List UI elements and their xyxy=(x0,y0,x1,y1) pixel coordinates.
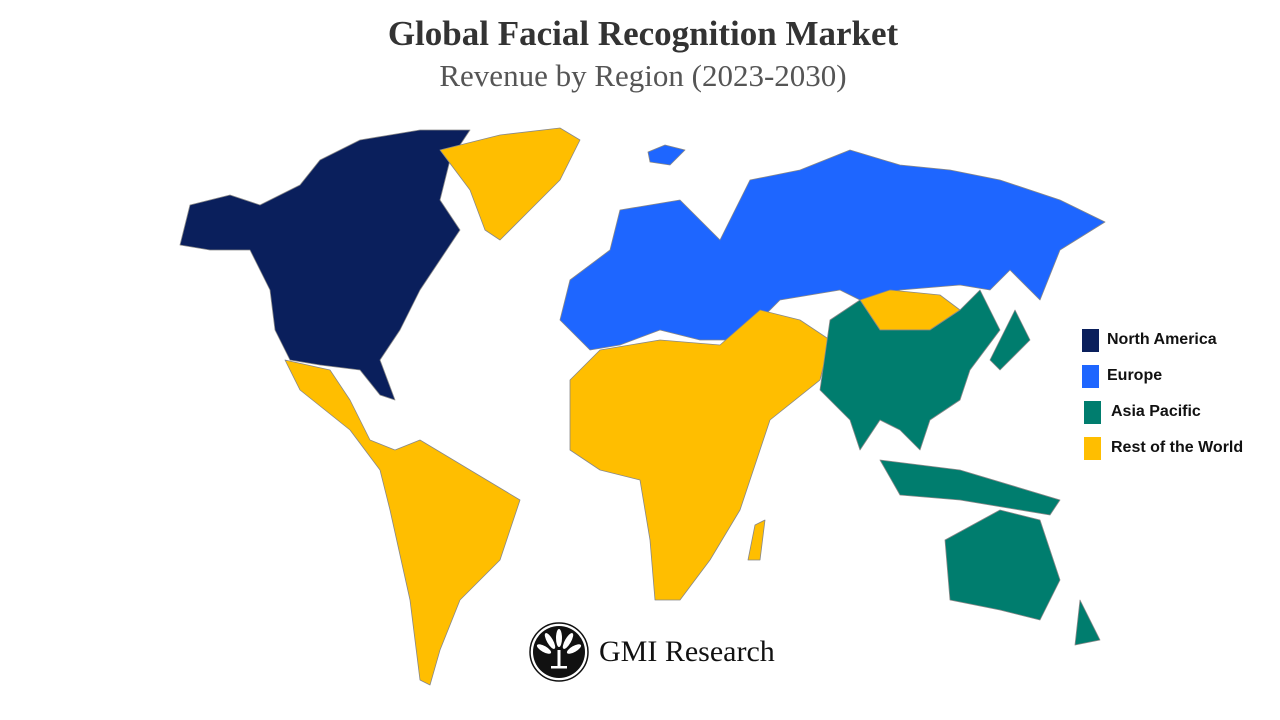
region-latin-america xyxy=(284,359,521,686)
fan-tree-emblem-icon xyxy=(529,622,589,682)
legend-swatch xyxy=(1084,436,1101,460)
legend-label: Rest of the World xyxy=(1111,439,1244,456)
legend-label: Asia Pacific xyxy=(1111,403,1201,420)
region-australia xyxy=(944,509,1061,621)
legend-swatch xyxy=(1082,364,1099,388)
region-madagascar xyxy=(747,519,766,561)
region-japan xyxy=(989,309,1031,371)
region-southeast-asia xyxy=(879,459,1061,516)
legend-item-rest-of-world: Rest of the World xyxy=(1082,436,1243,460)
legend-label: Europe xyxy=(1107,367,1163,384)
legend-swatch xyxy=(1082,328,1099,352)
map-legend: North America Europe Asia Pacific Rest o… xyxy=(1082,328,1243,472)
legend-item-north-america: North America xyxy=(1082,328,1243,352)
legend-swatch xyxy=(1084,400,1101,424)
region-africa-middle-east xyxy=(569,309,831,601)
region-new-zealand xyxy=(1074,599,1101,646)
legend-item-europe: Europe xyxy=(1082,364,1243,388)
region-greenland xyxy=(439,127,581,241)
legend-item-asia-pacific: Asia Pacific xyxy=(1082,400,1243,424)
region-north-america xyxy=(179,129,471,401)
map-title: Global Facial Recognition Market xyxy=(387,14,899,53)
region-iceland xyxy=(647,144,686,166)
legend-label: North America xyxy=(1107,331,1217,348)
logo-text: GMI Research xyxy=(599,635,775,668)
gmi-logo: GMI Research xyxy=(529,622,775,682)
region-asia-mainland xyxy=(819,289,1001,451)
map-subtitle: Revenue by Region (2023-2030) xyxy=(439,58,847,93)
